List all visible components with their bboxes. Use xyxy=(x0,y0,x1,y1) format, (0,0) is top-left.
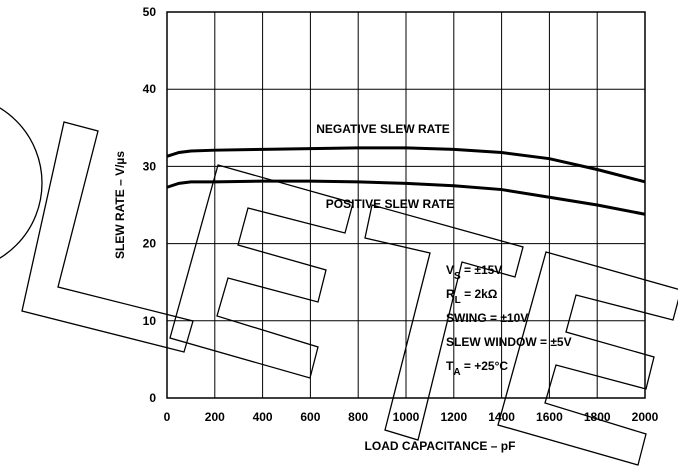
condition-text-rest: = 2kΩ xyxy=(461,287,498,301)
x-tick-label: 0 xyxy=(164,410,171,424)
watermark-letter xyxy=(21,121,194,353)
series-line xyxy=(166,146,646,184)
x-tick-label: 2000 xyxy=(632,410,659,424)
condition-text: TA = +25°C xyxy=(446,359,508,378)
series-line xyxy=(166,179,646,216)
condition-main: SLEW WINDOW = ±5V xyxy=(446,335,572,349)
watermark-letter xyxy=(497,251,678,466)
x-tick-label: 1200 xyxy=(440,410,467,424)
y-axis-title: SLEW RATE – V/µs xyxy=(113,151,127,259)
y-tick-label: 50 xyxy=(143,5,157,19)
condition-text-rest: = +25°C xyxy=(461,359,509,373)
condition-main: R xyxy=(446,287,455,301)
plot-frame xyxy=(166,11,646,399)
condition-text: SWING = ±10V xyxy=(446,311,528,325)
x-tick-label: 400 xyxy=(253,410,273,424)
condition-subscript: A xyxy=(453,367,460,378)
condition-text-rest: = ±15V xyxy=(461,263,503,277)
condition-main: V xyxy=(446,263,454,277)
condition-subscript: S xyxy=(454,271,461,282)
condition-text: RL = 2kΩ xyxy=(446,287,498,306)
x-tick-label: 600 xyxy=(300,410,320,424)
y-tick-label: 20 xyxy=(143,237,157,251)
series-label: NEGATIVE SLEW RATE xyxy=(316,122,450,136)
x-tick-label: 200 xyxy=(205,410,225,424)
watermark-letter xyxy=(169,164,354,379)
condition-text: VS = ±15V xyxy=(446,263,502,282)
series-label: POSITIVE SLEW RATE xyxy=(326,197,454,211)
x-axis-title: LOAD CAPACITANCE – pF xyxy=(365,439,516,453)
y-tick-label: 30 xyxy=(143,159,157,173)
x-tick-label: 1000 xyxy=(393,410,420,424)
watermark-letter xyxy=(364,204,524,441)
condition-main: SWING = ±10V xyxy=(446,311,528,325)
watermark xyxy=(0,107,678,466)
x-tick-label: 800 xyxy=(348,410,368,424)
y-tick-label: 0 xyxy=(149,391,156,405)
y-tick-label: 40 xyxy=(143,82,157,96)
x-tick-label: 1400 xyxy=(488,410,515,424)
condition-main: T xyxy=(446,359,454,373)
condition-subscript: L xyxy=(455,295,461,306)
x-tick-label: 1600 xyxy=(536,410,563,424)
watermark-letter xyxy=(0,107,43,259)
condition-text: SLEW WINDOW = ±5V xyxy=(446,335,572,349)
y-tick-label: 10 xyxy=(143,314,157,328)
